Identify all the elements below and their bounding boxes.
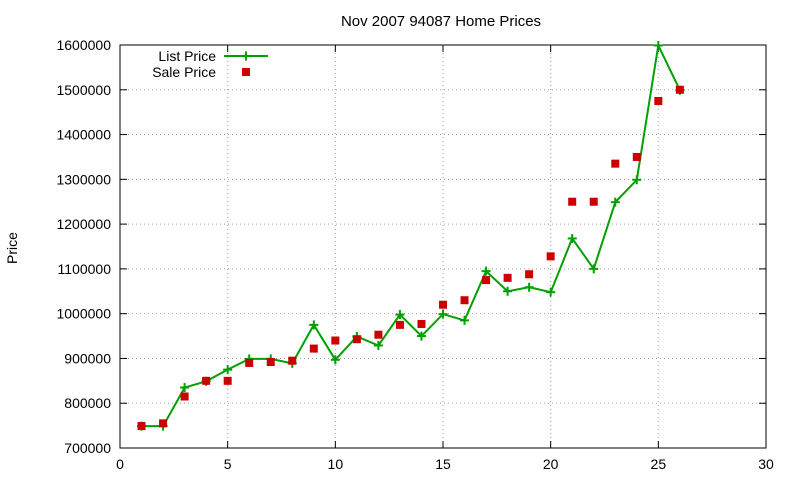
axis-ticks: 700000 800000 900000 1000000 1100000 1200000 1… — [56, 37, 774, 472]
sale-price-point — [331, 336, 340, 345]
x-tick-label: 25 — [651, 456, 667, 472]
sale-price-point — [611, 159, 620, 168]
legend-square-marker — [242, 68, 250, 76]
list-price-point — [309, 320, 319, 330]
list-price-point — [653, 40, 663, 50]
sale-price-point — [632, 152, 641, 161]
sale-price-point — [654, 96, 663, 105]
y-tick-label: 1000000 — [56, 306, 111, 322]
y-tick-label: 800000 — [64, 395, 111, 411]
list-price-point — [223, 365, 233, 375]
y-tick-label: 1400000 — [56, 127, 111, 143]
y-tick-label: 900000 — [64, 350, 111, 366]
list-price-point — [481, 266, 491, 276]
x-tick-label: 20 — [543, 456, 559, 472]
sale-price-point — [309, 344, 318, 353]
sale-price-point — [266, 358, 275, 367]
list-price-point — [438, 309, 448, 319]
sale-price-point — [525, 270, 534, 279]
list-price-point — [589, 264, 599, 274]
list-price-point — [330, 355, 340, 365]
x-tick-label: 0 — [116, 456, 124, 472]
list-price-point — [503, 286, 513, 296]
y-tick-label: 1300000 — [56, 171, 111, 187]
list-price-point — [180, 383, 190, 393]
sale-price-point — [460, 296, 469, 305]
legend-label: Sale Price — [152, 64, 216, 80]
x-tick-label: 5 — [224, 456, 232, 472]
y-tick-label: 1100000 — [58, 261, 112, 277]
list-price-point — [546, 287, 556, 297]
sale-price-point — [589, 197, 598, 206]
chart-title: Nov 2007 94087 Home Prices — [341, 13, 541, 30]
sale-price-point — [675, 85, 684, 94]
x-tick-label: 15 — [435, 456, 451, 472]
list-price-point — [395, 310, 405, 320]
list-price-point — [416, 331, 426, 341]
sale-price-point — [395, 320, 404, 329]
list-price-point — [610, 197, 620, 207]
sale-price-point — [288, 356, 297, 365]
y-tick-label: 1200000 — [56, 216, 111, 232]
x-tick-label: 30 — [758, 456, 774, 472]
series-layer — [137, 40, 685, 431]
sale-price-point — [482, 276, 491, 285]
list-price-point — [373, 340, 383, 350]
list-price-point — [524, 282, 534, 292]
sale-price-point — [417, 319, 426, 328]
x-tick-label: 10 — [328, 456, 344, 472]
sale-price-point — [159, 419, 168, 428]
sale-price-point — [546, 252, 555, 261]
sale-price-point — [352, 335, 361, 344]
sale-price-point — [180, 392, 189, 401]
grid-lines — [120, 45, 766, 448]
list-price-point — [567, 233, 577, 243]
legend-plus-marker — [241, 51, 251, 61]
list-price-line — [141, 42, 681, 428]
y-tick-label: 1500000 — [56, 82, 111, 98]
y-tick-label: 700000 — [64, 440, 111, 456]
sale-price-point — [223, 376, 232, 385]
sale-price-point — [374, 330, 383, 339]
y-axis-label: Price — [4, 232, 20, 264]
list-price-point — [460, 315, 470, 325]
sale-price-point — [137, 422, 146, 431]
legend-label: List Price — [158, 48, 216, 64]
sale-price-point — [568, 197, 577, 206]
list-price-point — [632, 175, 642, 185]
sale-price-point — [202, 376, 211, 385]
sale-price-point — [245, 358, 254, 367]
y-tick-label: 1600000 — [56, 37, 111, 53]
sale-price-point — [439, 300, 447, 309]
sale-price-point — [503, 273, 512, 282]
